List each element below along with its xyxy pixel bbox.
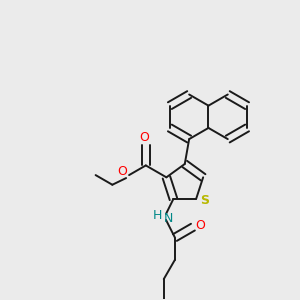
Text: O: O [195,219,205,232]
Text: O: O [140,131,149,144]
Text: H: H [153,209,162,222]
Text: N: N [164,212,173,225]
Text: O: O [118,165,128,178]
Text: S: S [200,194,209,207]
